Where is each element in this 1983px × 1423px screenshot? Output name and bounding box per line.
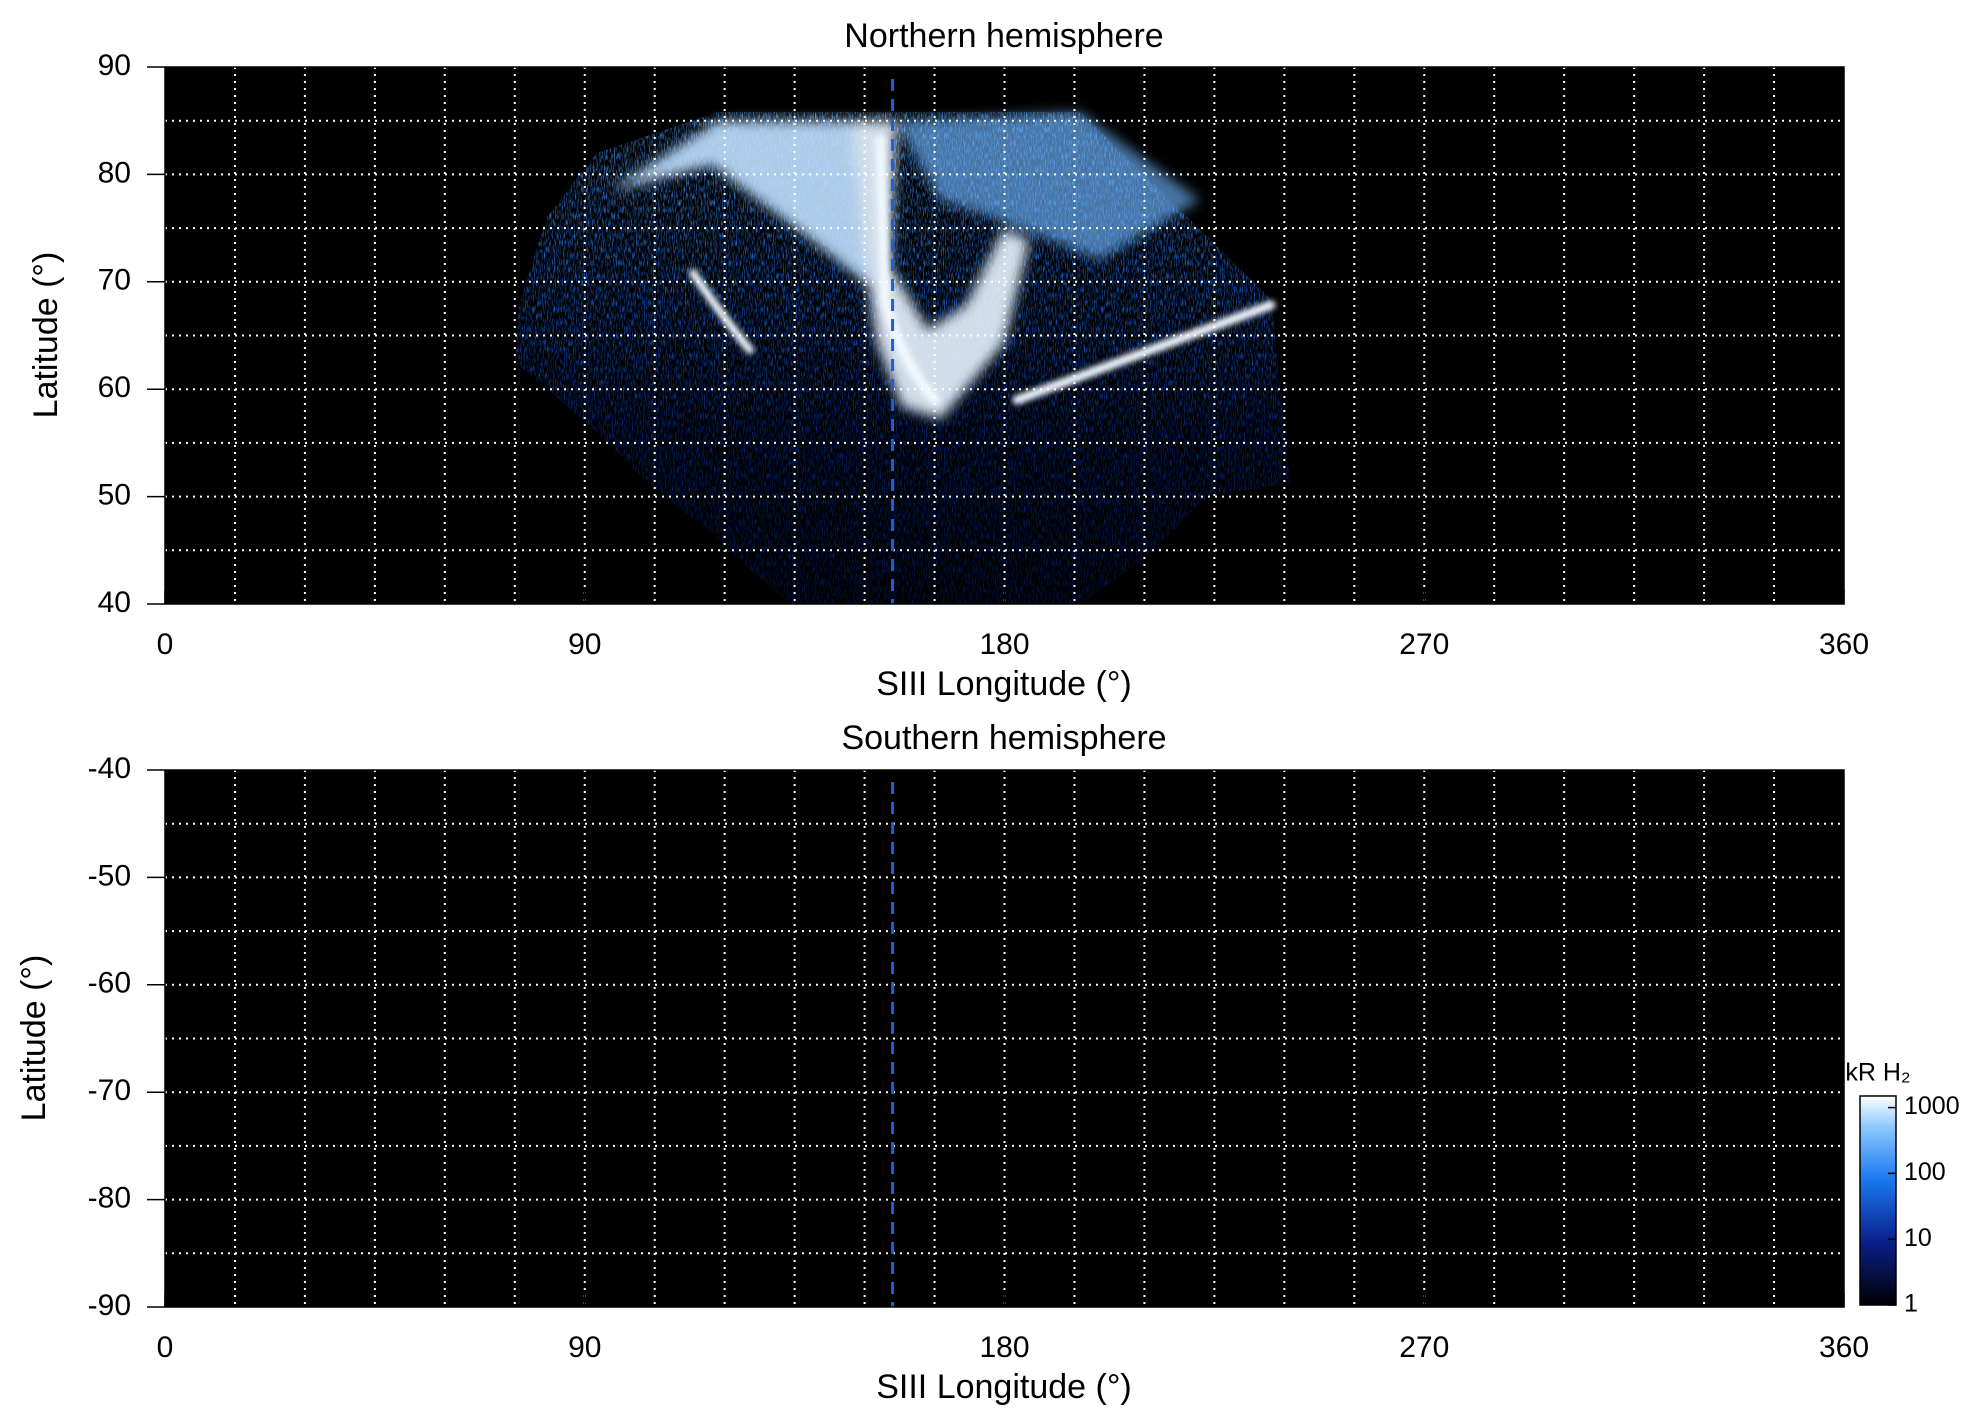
y-tick-label: -50 bbox=[88, 859, 131, 892]
y-axis-label: Latitude (°) bbox=[15, 955, 53, 1122]
y-axis-label: Latitude (°) bbox=[27, 252, 65, 419]
y-tick-label: 60 bbox=[98, 371, 131, 404]
x-tick-label: 90 bbox=[568, 628, 601, 661]
x-tick-label: 0 bbox=[157, 1331, 174, 1364]
x-tick-label: 360 bbox=[1819, 1331, 1869, 1364]
x-axis-label: SIII Longitude (°) bbox=[876, 665, 1132, 703]
x-tick-label: 180 bbox=[979, 628, 1029, 661]
x-axis-label: SIII Longitude (°) bbox=[876, 1368, 1132, 1406]
y-tick-label: 50 bbox=[98, 479, 131, 512]
colorbar-tick-label: 1000 bbox=[1904, 1092, 1960, 1120]
y-tick-label: -80 bbox=[88, 1182, 131, 1215]
y-tick-label: 70 bbox=[98, 264, 131, 297]
chart-title: Northern hemisphere bbox=[844, 17, 1163, 55]
chart-title: Southern hemisphere bbox=[841, 719, 1166, 757]
y-tick-label: 80 bbox=[98, 156, 131, 189]
colorbar-tick-label: 1 bbox=[1904, 1290, 1918, 1318]
x-tick-label: 180 bbox=[979, 1331, 1029, 1364]
x-tick-label: 270 bbox=[1399, 1331, 1449, 1364]
plot-background bbox=[165, 770, 1844, 1307]
colorbar-tick-label: 10 bbox=[1904, 1224, 1932, 1252]
colorbar bbox=[1859, 1095, 1897, 1306]
y-tick-label: -90 bbox=[88, 1289, 131, 1322]
y-tick-label: 40 bbox=[98, 586, 131, 619]
x-tick-label: 0 bbox=[157, 628, 174, 661]
y-tick-label: -70 bbox=[88, 1074, 131, 1107]
x-tick-label: 360 bbox=[1819, 628, 1869, 661]
x-tick-label: 270 bbox=[1399, 628, 1449, 661]
y-tick-label: -40 bbox=[88, 752, 131, 785]
colorbar-tick-label: 100 bbox=[1904, 1158, 1946, 1186]
y-tick-label: -60 bbox=[88, 967, 131, 1000]
y-tick-label: 90 bbox=[98, 49, 131, 82]
colorbar-label: kR H₂ bbox=[1845, 1059, 1910, 1087]
aurora-image bbox=[515, 112, 1290, 604]
panels: Northern hemisphere Southern hemisphere … bbox=[15, 17, 1911, 1406]
x-tick-label: 90 bbox=[568, 1331, 601, 1364]
